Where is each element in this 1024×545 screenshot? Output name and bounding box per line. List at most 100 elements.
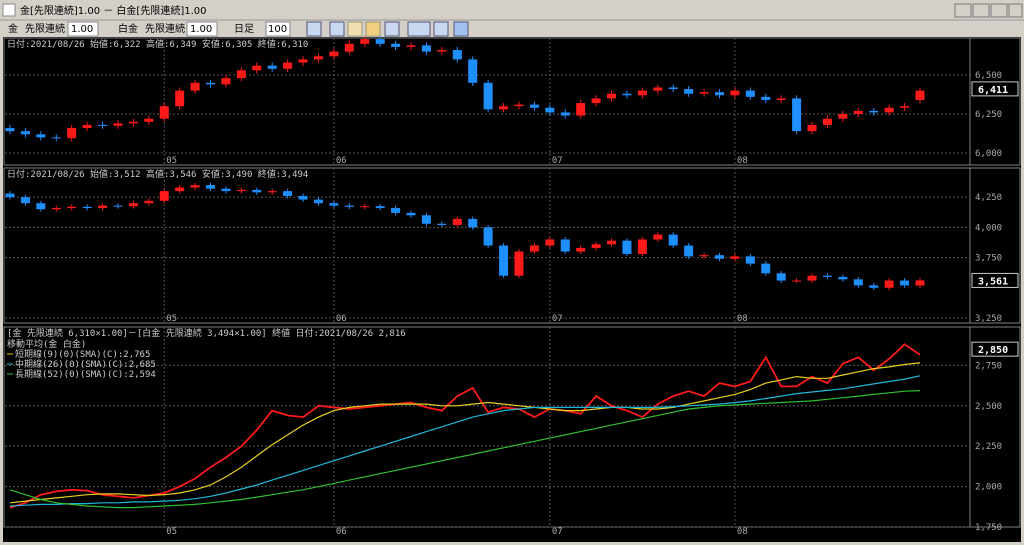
candle-body: [437, 50, 447, 52]
candle-body: [82, 124, 92, 129]
candle-body: [499, 106, 509, 110]
x-tick-label: 06: [336, 314, 347, 324]
candle-body: [622, 93, 632, 96]
x-tick-label: 06: [336, 527, 347, 537]
window-title: 金[先限連続]1.00 － 白金[先限連続]1.00: [20, 4, 207, 17]
tool-button[interactable]: [306, 21, 322, 37]
title-bar: [0, 0, 1024, 20]
candle-body: [684, 89, 694, 94]
candle-body: [869, 110, 879, 113]
x-tick-label: 05: [166, 314, 177, 324]
candle-body: [159, 106, 169, 119]
candle-body: [421, 215, 431, 224]
candle-body: [221, 78, 231, 85]
qty2-box[interactable]: [186, 21, 218, 37]
candle-body: [499, 245, 509, 276]
candle-body: [900, 280, 910, 286]
candle-body: [483, 82, 493, 110]
candle-body: [20, 197, 30, 204]
candle-body: [360, 39, 370, 44]
candle-body: [714, 255, 724, 259]
minimize-button[interactable]: [972, 3, 990, 18]
candle-body: [113, 205, 123, 207]
candle-body: [36, 203, 46, 210]
candle-body: [607, 93, 617, 99]
candle-body: [576, 103, 586, 116]
candle-body: [128, 203, 138, 207]
x-tick-label: 07: [552, 156, 563, 166]
candle-body: [175, 187, 185, 192]
candle-body: [637, 90, 647, 96]
last-price-label: 3,561: [978, 276, 1008, 287]
tool-button[interactable]: [347, 21, 363, 37]
last-price-box: [971, 81, 1019, 97]
ma-line: [9, 343, 921, 509]
y-tick-label: 4,000: [975, 223, 1002, 233]
candle-body: [807, 275, 817, 281]
candle-body: [5, 193, 15, 198]
contract2: 先限連続: [145, 22, 185, 35]
tool-button[interactable]: [384, 21, 400, 37]
tool-button[interactable]: [433, 21, 449, 37]
y-tick-label: 2,000: [975, 483, 1002, 493]
candle-body: [653, 87, 663, 91]
maximize-button[interactable]: [990, 3, 1008, 18]
period[interactable]: 日足: [234, 23, 254, 35]
candle-body: [206, 82, 216, 85]
refresh-button[interactable]: [453, 21, 469, 37]
candle-body: [98, 205, 108, 209]
contract1: 先限連続: [25, 22, 65, 35]
candle-body: [190, 82, 200, 91]
candle-body: [128, 121, 138, 124]
candle-body: [329, 51, 339, 57]
tool-button[interactable]: [329, 21, 345, 37]
x-tick-label: 05: [166, 527, 177, 537]
ma-line: [9, 362, 921, 504]
tool-button[interactable]: [365, 21, 381, 37]
candle-body: [838, 114, 848, 119]
candle-body: [653, 234, 663, 240]
restore-button[interactable]: [954, 3, 972, 18]
app-icon: [2, 3, 16, 17]
candle-body: [668, 87, 678, 90]
candle-body: [853, 110, 863, 114]
candle-body: [776, 273, 786, 281]
candle-body: [637, 239, 647, 254]
candle-body: [344, 205, 354, 207]
count: 100: [268, 24, 287, 35]
candle-body: [714, 92, 724, 96]
symbol2: 白金: [118, 22, 138, 35]
candle-body: [51, 137, 61, 139]
last-price-box: [971, 272, 1019, 288]
qty1-box[interactable]: [67, 21, 99, 37]
panel-border: [3, 37, 1021, 166]
y-tick-label: 6,000: [975, 149, 1002, 159]
candle-body: [869, 285, 879, 288]
close-button[interactable]: [1008, 3, 1023, 18]
x-tick-label: 08: [737, 156, 748, 166]
candle-body: [344, 43, 354, 52]
candle-body: [745, 90, 755, 97]
candle-body: [67, 206, 77, 209]
candle-body: [159, 191, 169, 201]
candle-body: [20, 131, 30, 135]
x-tick-label: 08: [737, 527, 748, 537]
candle-body: [514, 104, 524, 107]
candle-body: [776, 98, 786, 100]
x-tick-label: 07: [552, 314, 563, 324]
candle-body: [452, 218, 462, 225]
chart-area: [3, 37, 1021, 542]
candle-body: [884, 280, 894, 288]
count-box[interactable]: [265, 21, 291, 37]
candle-body: [190, 185, 200, 188]
legend-entry: 長期線(52)(0)(SMA)(C):2,594: [15, 368, 156, 380]
candle-body: [67, 128, 77, 139]
last-price-box: [971, 341, 1019, 357]
tool-button[interactable]: [407, 21, 431, 37]
qty1: 1.00: [71, 24, 93, 35]
qty2: 1.00: [190, 24, 212, 35]
candle-body: [82, 206, 92, 209]
x-tick-label: 05: [166, 156, 177, 166]
candle-body: [375, 206, 385, 209]
